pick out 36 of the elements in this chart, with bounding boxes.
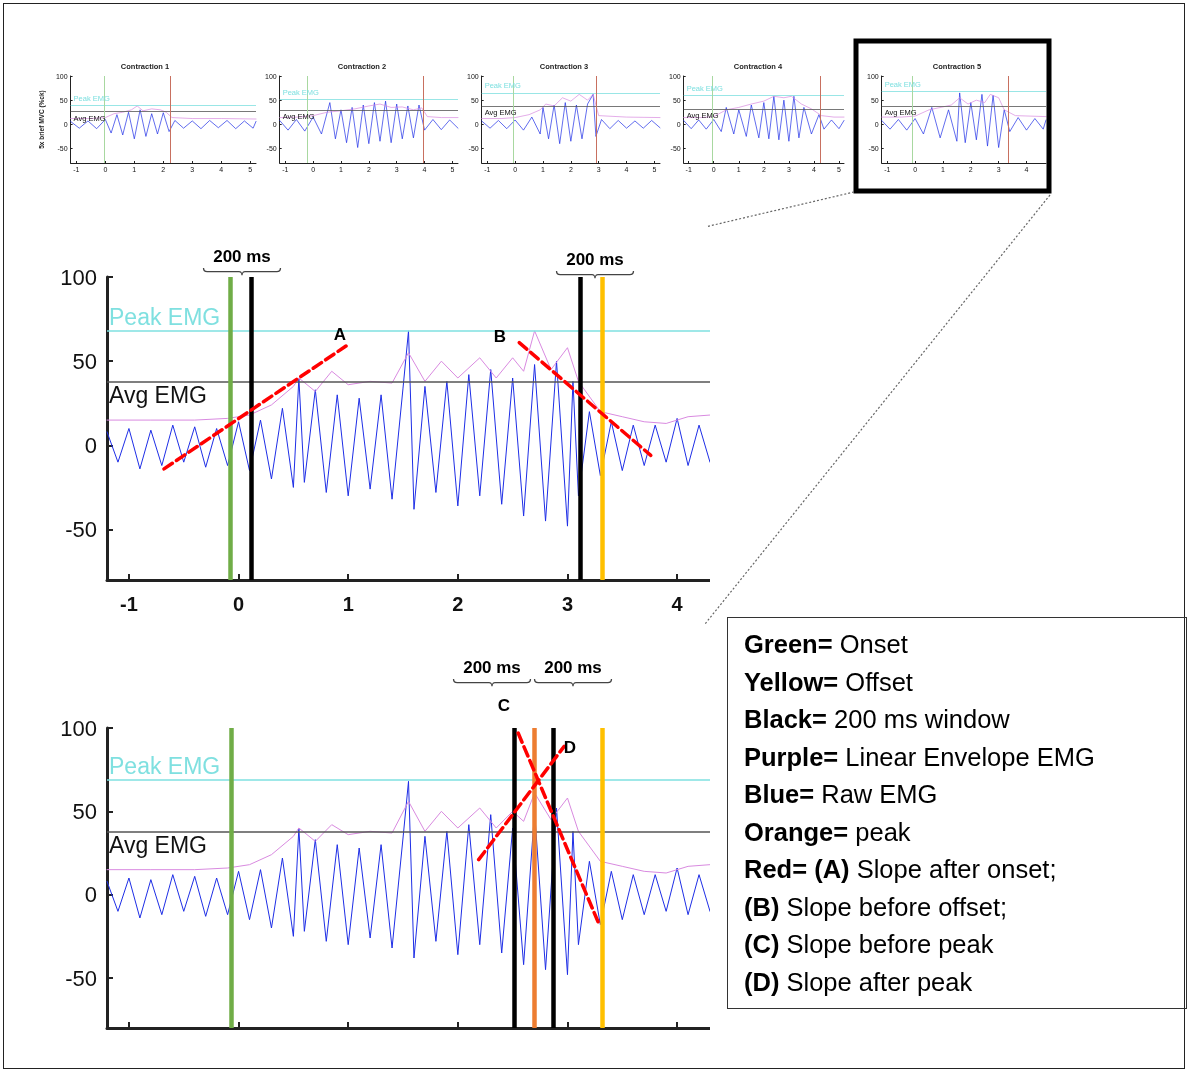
y-tick-label: 100 — [60, 715, 97, 741]
y-tick-label: 0 — [84, 432, 97, 458]
x-tick-label: 1 — [342, 593, 354, 615]
text: Green= Onset — [744, 629, 909, 660]
x-tick-label: 0 — [233, 593, 245, 615]
y-tick-label: 50 — [72, 798, 97, 824]
text: (C) Slope before peak — [744, 929, 995, 960]
text: Blue= Raw EMG — [744, 779, 939, 810]
text: 200 ms — [544, 657, 602, 677]
y-tick-label: 100 — [60, 264, 97, 290]
y-tick-label: 0 — [84, 882, 97, 908]
x-tick-label: 2 — [452, 593, 464, 615]
ref-line-label: Peak EMG — [109, 304, 221, 331]
ref-line-label: Avg EMG — [109, 381, 207, 408]
ref-line-label: Peak EMG — [109, 753, 221, 780]
text: Orange= peak — [744, 816, 912, 848]
annotation: D — [563, 737, 577, 757]
text: (B) Slope before offset; — [744, 891, 1009, 923]
text: Purple= Linear Envelope EMG — [744, 741, 1096, 773]
text: C — [497, 695, 511, 715]
y-tick-label: -50 — [65, 965, 97, 991]
text: 200 ms — [213, 246, 271, 266]
x-tick-label: 4 — [671, 593, 684, 615]
x-tick-label: -1 — [120, 593, 138, 615]
annotation: B — [493, 326, 507, 346]
x-tick-label: 3 — [561, 593, 574, 615]
text: Yellow= Offset — [744, 666, 914, 698]
ref-line-label: Avg EMG — [109, 831, 207, 858]
text: 200 ms — [463, 657, 521, 677]
text: Red= (A) Slope after onset; — [744, 854, 1058, 885]
text: Black= 200 ms window — [744, 704, 1011, 735]
annotation: A — [333, 324, 347, 344]
text: (D) Slope after peak — [744, 966, 974, 998]
text: 200 ms — [566, 249, 624, 269]
y-tick-label: -50 — [65, 517, 97, 542]
y-tick-label: 50 — [72, 348, 97, 374]
